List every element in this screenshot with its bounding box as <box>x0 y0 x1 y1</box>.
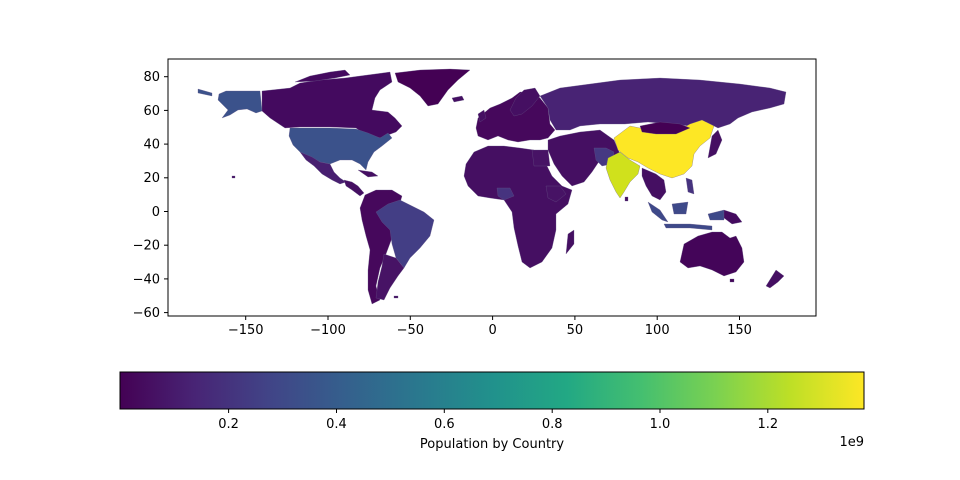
map-axes: −150 −100 −50 0 50 100 150 −60 −40 −20 0… <box>133 58 817 338</box>
region-europe <box>475 91 556 143</box>
colorbar-gradient <box>119 371 865 410</box>
region-hawaii <box>231 175 236 179</box>
x-tick-label: 150 <box>727 323 752 338</box>
y-tick-label: −60 <box>133 306 160 321</box>
region-iceland <box>451 95 465 103</box>
x-tick-label: 100 <box>645 323 670 338</box>
x-tick-label: −50 <box>397 323 424 338</box>
region-alaska <box>217 90 263 119</box>
colorbar-tick-label: 0.2 <box>218 417 239 432</box>
region-madagascar <box>565 229 575 255</box>
colorbar: 0.2 0.4 0.6 0.8 1.0 1.2 Population by Co… <box>119 371 865 452</box>
colorbar-ticks: 0.2 0.4 0.6 0.8 1.0 1.2 <box>218 409 778 432</box>
region-canada <box>261 71 403 139</box>
x-tick-label: 50 <box>567 323 584 338</box>
region-philippines <box>685 177 695 195</box>
region-tasmania <box>729 278 735 283</box>
region-greenland <box>394 68 471 107</box>
region-nigeria <box>496 187 515 201</box>
y-tick-label: 20 <box>143 171 160 186</box>
y-tick-label: −40 <box>133 272 160 287</box>
region-falklands <box>393 295 399 299</box>
y-tick-label: 0 <box>152 205 160 220</box>
region-africa <box>463 145 573 269</box>
colorbar-tick-label: 1.0 <box>650 417 671 432</box>
y-tick-label: 60 <box>143 104 160 119</box>
region-india <box>605 151 641 199</box>
region-uk <box>477 109 487 123</box>
y-tick-label: −20 <box>133 239 160 254</box>
x-tick-label: 0 <box>488 323 496 338</box>
region-papua-new-guinea <box>723 209 743 225</box>
region-canada-arctic <box>294 69 351 83</box>
region-egypt <box>531 149 551 167</box>
region-central-america <box>343 179 365 197</box>
region-australia <box>679 231 745 277</box>
y-tick-label: 40 <box>143 138 160 153</box>
region-japan <box>707 129 723 159</box>
colorbar-tick-label: 1.2 <box>757 417 778 432</box>
region-caribbean <box>357 169 379 178</box>
map-plot-area <box>197 68 787 305</box>
region-mongolia <box>639 121 691 135</box>
y-axis: −60 −40 −20 0 20 40 60 80 <box>133 70 168 321</box>
region-argentina <box>375 253 405 301</box>
map-axes-frame <box>167 58 817 317</box>
x-axis: −150 −100 −50 0 50 100 150 <box>228 316 752 338</box>
region-new-zealand <box>765 269 785 289</box>
region-indonesia <box>647 201 725 231</box>
x-tick-label: −150 <box>228 323 264 338</box>
region-russia <box>539 77 787 131</box>
colorbar-tick-label: 0.4 <box>326 417 347 432</box>
y-tick-label: 80 <box>143 70 160 85</box>
colorbar-offset-text: 1e9 <box>839 435 864 450</box>
x-tick-label: −100 <box>310 323 346 338</box>
region-brazil <box>375 199 435 269</box>
colorbar-tick-label: 0.6 <box>434 417 455 432</box>
region-sri-lanka <box>624 196 629 202</box>
region-aleutians <box>197 88 213 97</box>
region-ethiopia <box>545 185 567 203</box>
region-southeast-asia <box>641 167 667 201</box>
colorbar-label: Population by Country <box>420 437 564 452</box>
colorbar-tick-label: 0.8 <box>542 417 563 432</box>
